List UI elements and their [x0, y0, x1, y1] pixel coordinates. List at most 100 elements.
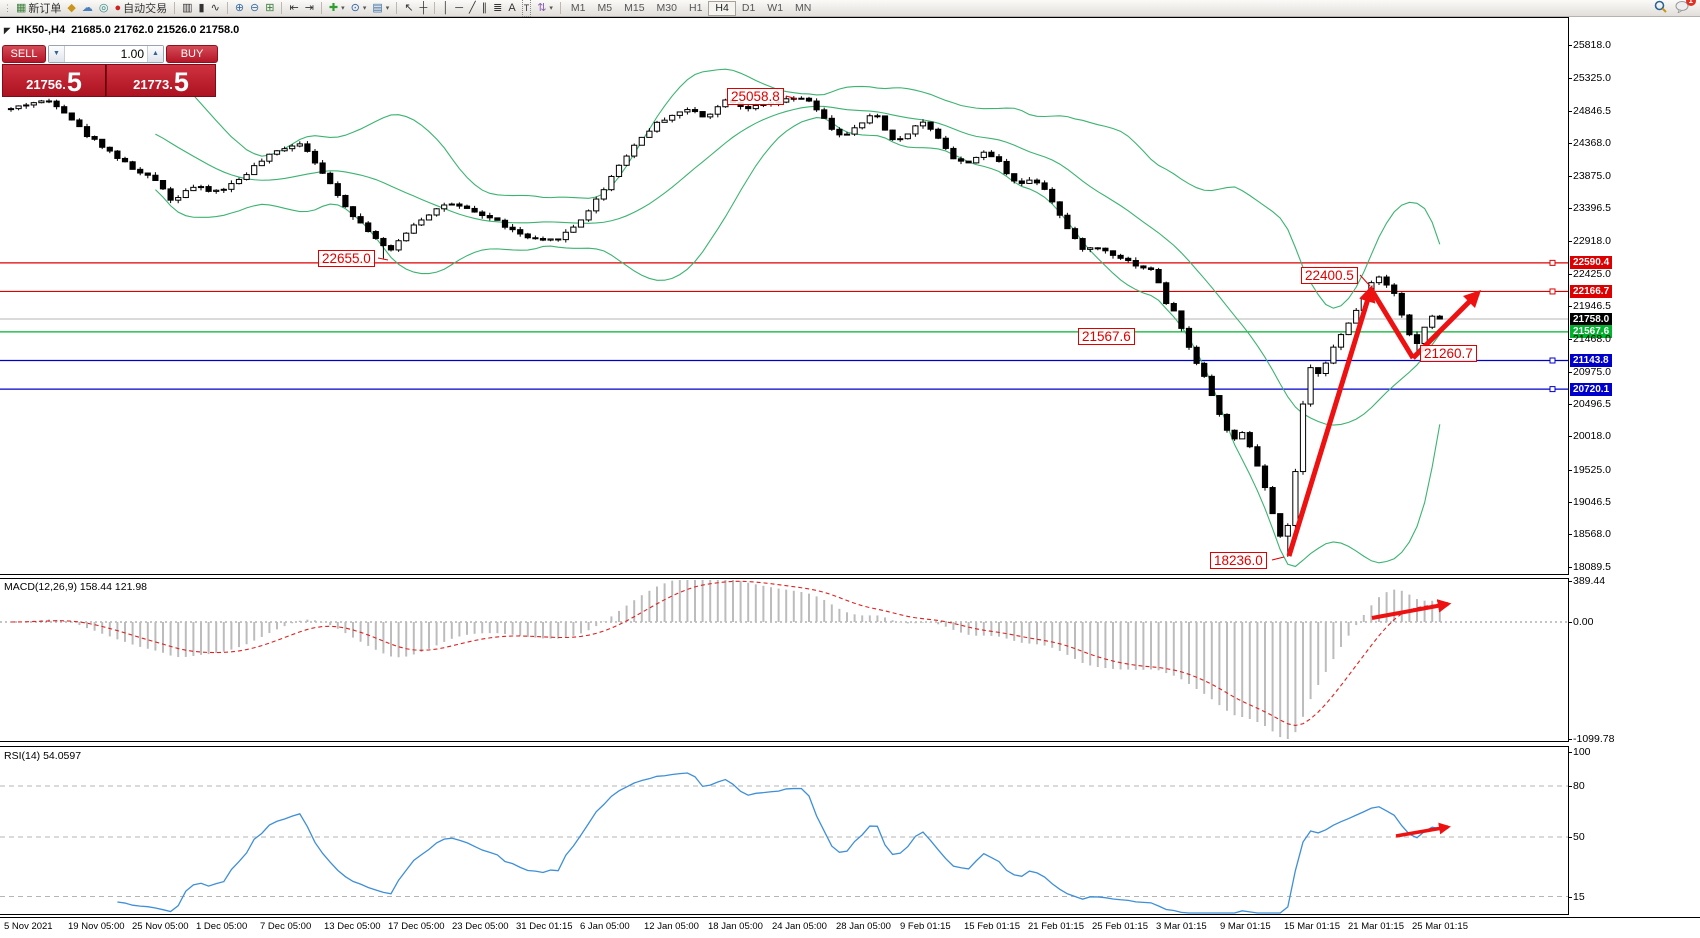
templates-button[interactable]: ▤ ▾ [369, 0, 392, 16]
sell-price-dot: . [62, 77, 66, 92]
rsi-axis-tick: 80 [1569, 780, 1585, 792]
price-chart-pane[interactable] [0, 17, 1569, 575]
buy-price-display[interactable]: 21773. 5 [106, 64, 216, 97]
autotrading-button[interactable]: ● 自动交易 [111, 0, 170, 16]
main-toolbar: ⋮ ▦ 新订单 ◆ ☁ ◎ ● 自动交易 ▥ ▮ ∿ ⊕ ⊖ ⊞ ⇤ ⇥ ✚ [0, 0, 1700, 17]
zoom-in-button[interactable]: ⊕ [232, 0, 247, 16]
price-tick: 18568.0 [1569, 528, 1611, 541]
sell-price-display[interactable]: 21756. 5 [2, 64, 106, 97]
auto-scroll-button[interactable]: ⇤ [286, 0, 301, 16]
buy-price-dot: . [169, 77, 173, 92]
tile-windows-button[interactable]: ⊞ [262, 0, 277, 16]
price-tick: 20975.0 [1569, 365, 1611, 378]
sell-price-main: 21756 [26, 77, 63, 92]
text-tool[interactable]: A [505, 0, 518, 16]
time-label: 18 Jan 05:00 [708, 921, 763, 932]
price-tick: 19525.0 [1569, 463, 1611, 476]
crosshair-tool-button[interactable]: ┼ [417, 0, 431, 16]
profile-button[interactable]: ☁ [79, 0, 96, 16]
tf-button-W1[interactable]: W1 [767, 1, 784, 14]
tf-button-MN[interactable]: MN [795, 1, 812, 14]
time-label: 17 Dec 05:00 [388, 921, 445, 932]
sell-button[interactable]: SELL [2, 45, 46, 63]
price-axis[interactable]: 22590.4 22166.7 21758.0 21567.6 21143.8 20720… [1568, 17, 1700, 915]
channel-tool[interactable]: ∥ [479, 0, 491, 16]
time-label: 23 Dec 05:00 [452, 921, 509, 932]
rsi-axis-tick: 50 [1569, 831, 1585, 843]
candle-chart-button[interactable]: ▮ [196, 0, 208, 16]
price-tick: 22918.0 [1569, 234, 1611, 247]
indicators-icon: ✚ [328, 2, 339, 14]
cursor-icon: ↖ [404, 2, 414, 14]
zoom-out-button[interactable]: ⊖ [247, 0, 262, 16]
macd-pane[interactable] [0, 578, 1569, 742]
tf-button-H4[interactable]: H4 [708, 0, 736, 16]
price-tick: 25325.0 [1569, 72, 1611, 85]
tf-button-M5[interactable]: M5 [597, 1, 613, 14]
price-annotation-22400.5[interactable]: 22400.5 [1301, 267, 1358, 284]
gold-button[interactable]: ◆ [64, 0, 78, 16]
price-tick: 24846.5 [1569, 104, 1611, 117]
horizontal-line-tool[interactable]: ─ [452, 0, 466, 16]
volume-stepper: ▼ ▲ [48, 45, 164, 63]
toolbar-separator [226, 2, 228, 14]
time-label: 21 Feb 01:15 [1028, 921, 1084, 932]
trendline-tool[interactable]: ╱ [466, 0, 479, 16]
time-label: 25 Feb 01:15 [1092, 921, 1148, 932]
text-label-tool[interactable]: T [519, 0, 535, 17]
line-chart-button[interactable]: ∿ [208, 0, 223, 16]
bar-chart-button[interactable]: ▥ [179, 0, 195, 16]
toolbar-separator [434, 2, 436, 14]
timeframe-group: M1 M5 M15 M30 H1 H4 D1 W1 MN [565, 0, 817, 16]
sell-price-big-digit: 5 [66, 67, 82, 97]
price-tick: 20496.5 [1569, 398, 1611, 411]
zoom-in-icon: ⊕ [234, 2, 245, 14]
volume-increase-button[interactable]: ▲ [147, 46, 163, 62]
tf-button-H1[interactable]: H1 [688, 1, 703, 14]
signal-button[interactable]: ◎ [96, 0, 112, 16]
price-tick: 19046.5 [1569, 496, 1611, 509]
arrows-tool[interactable]: ⇅ ▾ [534, 0, 556, 16]
new-order-button[interactable]: ▦ 新订单 [13, 0, 64, 16]
toolbar-separator [281, 2, 283, 14]
level-price-tag: 20720.1 [1570, 382, 1613, 396]
macd-label: MACD(12,26,9) 158.44 121.98 [4, 581, 148, 593]
indicators-button[interactable]: ✚ ▾ [326, 0, 348, 16]
window-mark-icon: ◤ [4, 25, 11, 35]
cursor-tool-button[interactable]: ↖ [401, 0, 416, 16]
chart-shift-button[interactable]: ⇥ [302, 0, 317, 16]
tf-button-M1[interactable]: M1 [570, 1, 586, 14]
search-button[interactable] [1654, 0, 1667, 16]
tf-button-D1[interactable]: D1 [741, 1, 756, 14]
volume-decrease-button[interactable]: ▼ [49, 46, 65, 62]
toolbar-grip: ⋮ [3, 2, 12, 13]
chevron-down-icon: ▾ [341, 5, 345, 12]
macd-axis-tick: 0.00 [1568, 616, 1594, 628]
time-label: 31 Dec 01:15 [516, 921, 573, 932]
price-annotation-22655.0[interactable]: 22655.0 [318, 250, 375, 267]
gold-icon: ◆ [67, 2, 76, 14]
price-annotation-21260.7[interactable]: 21260.7 [1420, 345, 1477, 362]
chart-header: ◤ HK50-,H4 21685.0 21762.0 21526.0 21758… [4, 24, 239, 36]
tf-button-M30[interactable]: M30 [656, 1, 677, 14]
autotrading-icon: ● [114, 2, 122, 14]
price-tick: 22425.0 [1569, 268, 1611, 281]
price-annotation-21567.6[interactable]: 21567.6 [1078, 328, 1135, 345]
vertical-line-tool[interactable]: │ [439, 0, 452, 16]
price-annotation-18236.0[interactable]: 18236.0 [1210, 552, 1267, 569]
toolbar-separator [174, 2, 176, 14]
time-label: 9 Mar 01:15 [1220, 921, 1271, 932]
fibonacci-tool[interactable]: ≣ [490, 0, 505, 16]
volume-input[interactable] [65, 46, 147, 62]
vertical-line-icon: │ [442, 2, 450, 14]
channel-icon: ∥ [481, 2, 488, 14]
rsi-pane[interactable] [0, 746, 1569, 915]
current-price-tag: 21758.0 [1570, 312, 1613, 326]
tf-button-M15[interactable]: M15 [624, 1, 645, 14]
periods-button[interactable]: ⊙ ▾ [348, 0, 370, 16]
buy-button[interactable]: BUY [166, 45, 218, 63]
price-annotation-25058.8[interactable]: 25058.8 [727, 88, 784, 105]
time-axis[interactable]: 5 Nov 2021 19 Nov 05:00 25 Nov 05:00 1 Dec … [0, 917, 1700, 938]
chat-button[interactable]: 1 [1675, 0, 1696, 16]
